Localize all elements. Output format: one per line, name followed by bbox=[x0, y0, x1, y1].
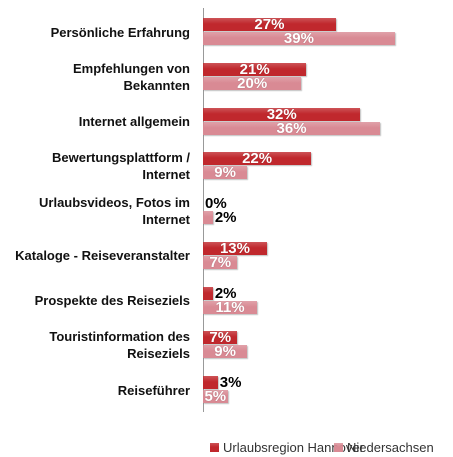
bar bbox=[203, 376, 218, 389]
bar bbox=[203, 331, 238, 345]
category-label: Reiseführer bbox=[117, 382, 190, 398]
category-label: Touristinformation des Reiseziels bbox=[49, 329, 190, 362]
legend-swatch bbox=[334, 443, 343, 452]
data-label: 7% bbox=[209, 329, 232, 347]
category-label: Prospekte des Reiseziels bbox=[34, 293, 190, 308]
bar bbox=[203, 152, 312, 166]
axis-line bbox=[203, 8, 204, 412]
data-label: 27% bbox=[254, 16, 285, 33]
category-label: Empfehlungen von Bekannten bbox=[73, 60, 190, 93]
data-label: 5% bbox=[204, 388, 227, 405]
category-label: Urlaubsvideos, Fotos im Internet bbox=[39, 195, 190, 227]
data-label: 22% bbox=[242, 150, 273, 168]
data-label: 9% bbox=[214, 343, 236, 361]
data-label: 36% bbox=[276, 119, 307, 137]
data-label: 2% bbox=[214, 284, 237, 302]
bar bbox=[203, 107, 361, 121]
category-label: Kataloge - Reiseveranstalter bbox=[15, 248, 190, 264]
bar bbox=[203, 286, 213, 300]
data-label: 3% bbox=[219, 374, 242, 391]
data-label: 39% bbox=[283, 30, 314, 47]
data-label: 2% bbox=[214, 209, 237, 226]
bar bbox=[203, 121, 381, 135]
bar bbox=[203, 300, 258, 314]
data-label: 7% bbox=[209, 253, 232, 271]
bar bbox=[203, 18, 336, 31]
bar bbox=[203, 241, 267, 255]
legend-label: Niedersachsen bbox=[347, 440, 434, 455]
data-label: 11% bbox=[215, 298, 245, 316]
legend-item: Niedersachsen bbox=[334, 440, 434, 455]
legend-item: Urlaubsregion Hannover bbox=[210, 440, 364, 455]
data-label: 0% bbox=[205, 195, 227, 212]
bar bbox=[203, 62, 307, 76]
data-label: 32% bbox=[266, 105, 297, 123]
bar bbox=[203, 32, 395, 45]
data-label: 20% bbox=[237, 74, 268, 92]
category-label: Bewertungsplattform / Internet bbox=[52, 150, 190, 183]
legend-label: Urlaubsregion Hannover bbox=[223, 440, 364, 455]
bar bbox=[203, 345, 248, 359]
bar bbox=[203, 76, 302, 90]
bar bbox=[203, 255, 238, 269]
data-label: 21% bbox=[239, 60, 270, 78]
bar bbox=[203, 211, 213, 224]
bar bbox=[203, 390, 228, 403]
category-label: Internet allgemein bbox=[78, 114, 190, 129]
bar bbox=[203, 166, 248, 180]
data-label: 9% bbox=[214, 164, 236, 182]
data-label: 13% bbox=[219, 239, 250, 257]
category-label: Persönliche Erfahrung bbox=[50, 24, 190, 40]
legend-swatch bbox=[210, 443, 219, 452]
